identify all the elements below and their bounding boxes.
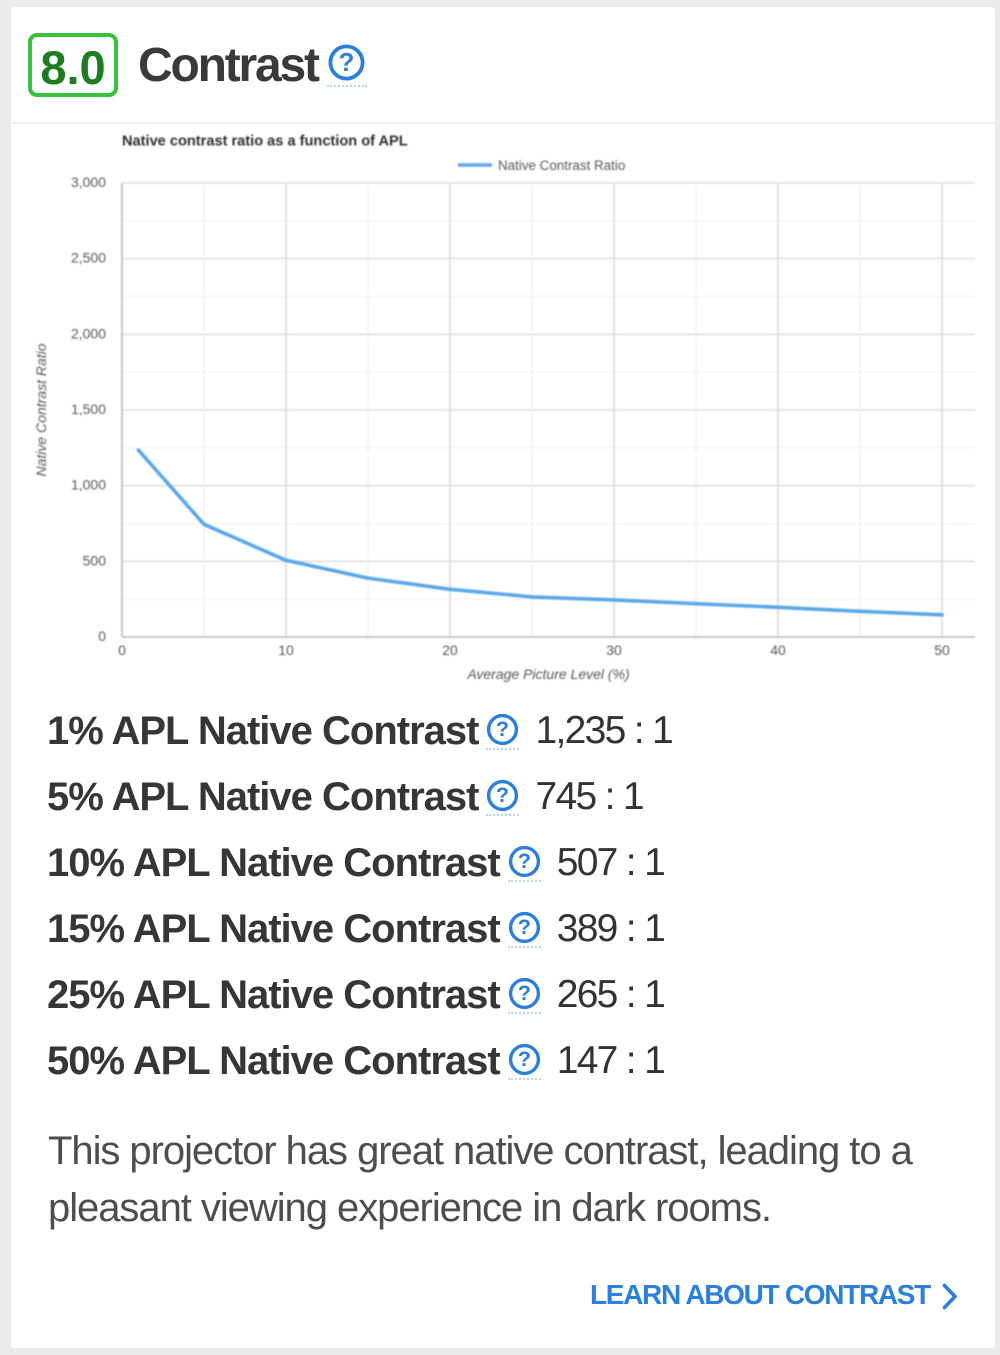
svg-text:?: ? bbox=[496, 783, 509, 807]
svg-text:50: 50 bbox=[934, 642, 950, 658]
svg-text:Native Contrast Ratio: Native Contrast Ratio bbox=[33, 343, 49, 476]
svg-text:?: ? bbox=[496, 717, 509, 741]
svg-text:0: 0 bbox=[98, 628, 106, 644]
svg-text:?: ? bbox=[518, 981, 531, 1005]
svg-text:2,000: 2,000 bbox=[71, 325, 106, 341]
svg-text:10: 10 bbox=[278, 642, 294, 658]
svg-text:2,500: 2,500 bbox=[71, 250, 106, 266]
svg-text:1,000: 1,000 bbox=[71, 477, 106, 493]
svg-text:0: 0 bbox=[118, 642, 126, 658]
svg-text:?: ? bbox=[518, 849, 531, 873]
svg-text:20: 20 bbox=[442, 642, 458, 658]
svg-text:500: 500 bbox=[83, 552, 107, 568]
svg-text:?: ? bbox=[518, 1047, 531, 1071]
svg-text:Average Picture Level (%): Average Picture Level (%) bbox=[466, 666, 629, 682]
svg-text:?: ? bbox=[518, 915, 531, 939]
svg-text:Native contrast ratio as a fun: Native contrast ratio as a function of A… bbox=[122, 134, 408, 150]
svg-text:40: 40 bbox=[770, 642, 786, 658]
svg-text:30: 30 bbox=[606, 642, 622, 658]
svg-text:3,000: 3,000 bbox=[71, 174, 106, 190]
svg-text:?: ? bbox=[338, 47, 354, 77]
svg-text:1,500: 1,500 bbox=[71, 401, 106, 417]
svg-text:Native Contrast Ratio: Native Contrast Ratio bbox=[498, 158, 625, 173]
